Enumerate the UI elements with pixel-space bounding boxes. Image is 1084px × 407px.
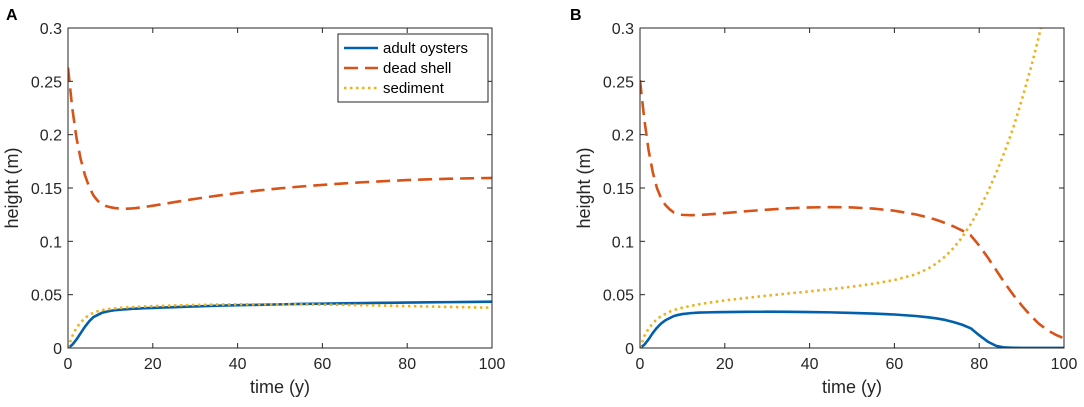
x-tick-label: 20 bbox=[716, 356, 734, 373]
y-tick-label: 0.25 bbox=[603, 74, 634, 91]
y-tick-label: 0.3 bbox=[40, 21, 62, 38]
chart-panel-b: B 0 20 40 60 80 100 0 0.05 0.1 0.15 0.2 0.25 0.3 time … bbox=[570, 7, 1078, 397]
legend-entry-label: dead shell bbox=[383, 60, 451, 77]
panel-label: B bbox=[570, 7, 582, 24]
x-tick-label: 80 bbox=[398, 356, 416, 373]
y-tick-label: 0.3 bbox=[612, 21, 634, 38]
axes-box bbox=[639, 27, 1065, 349]
series-line-dead-shell bbox=[68, 67, 492, 210]
x-axis-label: time (y) bbox=[250, 377, 310, 397]
y-tick-label: 0 bbox=[625, 341, 634, 358]
series-line-sediment bbox=[68, 302, 492, 348]
x-tick-label: 40 bbox=[229, 356, 247, 373]
y-tick-label: 0.1 bbox=[40, 234, 62, 251]
x-tick-label: 100 bbox=[1051, 356, 1078, 373]
y-tick-label: 0.15 bbox=[603, 181, 634, 198]
x-tick-label: 40 bbox=[801, 356, 819, 373]
y-tick-label: 0.05 bbox=[603, 288, 634, 305]
legend-box bbox=[337, 33, 489, 103]
y-tick-label: 0.2 bbox=[612, 128, 634, 145]
y-axis-label: height (m) bbox=[2, 147, 22, 228]
legend-entry-label: adult oysters bbox=[383, 40, 468, 57]
y-tick-label: 0.05 bbox=[31, 288, 62, 305]
y-axis-label: height (m) bbox=[574, 147, 594, 228]
series-line-dead-shell bbox=[640, 80, 1064, 340]
x-tick-label: 0 bbox=[64, 356, 73, 373]
y-tick-label: 0.25 bbox=[31, 74, 62, 91]
series-line-adult-oysters bbox=[640, 310, 1064, 348]
x-tick-label: 20 bbox=[144, 356, 162, 373]
x-tick-label: 60 bbox=[314, 356, 332, 373]
series-line-sediment bbox=[640, 28, 1043, 348]
y-tick-label: 0.15 bbox=[31, 181, 62, 198]
x-tick-label: 0 bbox=[636, 356, 645, 373]
legend: adult oysters dead shell sediment bbox=[337, 33, 489, 103]
x-tick-label: 60 bbox=[886, 356, 904, 373]
x-tick-label: 80 bbox=[970, 356, 988, 373]
chart-panel-a: A 0 20 40 60 80 100 0 0.05 0.1 0.15 0.2 0.25 0.3 time … bbox=[2, 7, 505, 397]
x-axis-label: time (y) bbox=[822, 377, 882, 397]
panel-label: A bbox=[6, 7, 18, 24]
y-tick-label: 0 bbox=[53, 341, 62, 358]
series-line-adult-oysters bbox=[68, 300, 492, 348]
x-tick-label: 100 bbox=[479, 356, 506, 373]
y-tick-label: 0.2 bbox=[40, 128, 62, 145]
y-tick-label: 0.1 bbox=[612, 234, 634, 251]
legend-entry-label: sediment bbox=[383, 80, 445, 97]
